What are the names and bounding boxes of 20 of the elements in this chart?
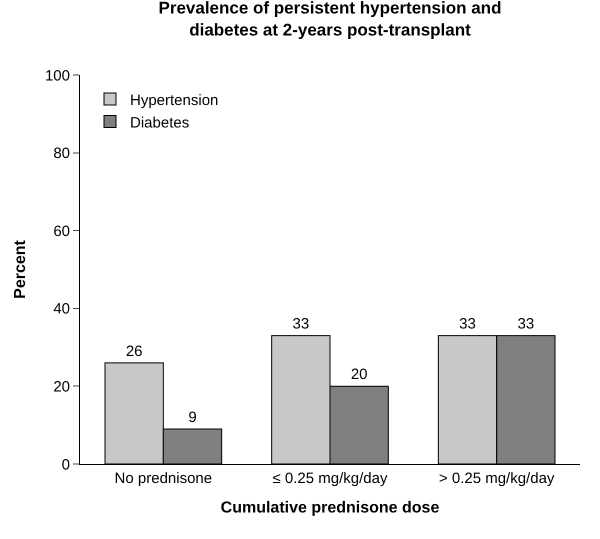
x-axis-title: Cumulative prednisone dose (220, 500, 440, 517)
y-tick-label: 20 (53, 378, 70, 396)
x-tick-label: ≤ 0.25 mg/kg/day (272, 470, 388, 487)
x-tick-label: No prednisone (114, 470, 212, 487)
y-tick-label: 80 (53, 145, 70, 162)
x-tick-label: > 0.25 mg/kg/day (438, 470, 555, 487)
data-label: 9 (188, 408, 197, 426)
y-tick-label: 100 (44, 67, 70, 84)
y-tick-label: 40 (53, 300, 70, 318)
data-label: 20 (350, 366, 368, 384)
y-tick-label: 0 (62, 456, 70, 474)
legend-label: Hypertension (130, 92, 218, 109)
legend-label: Diabetes (130, 114, 190, 132)
data-label: 33 (517, 316, 534, 333)
chart-title: Prevalence of persistent hypertension and diabetes at 2-years post-transplant (158, 0, 502, 40)
data-label: 33 (292, 316, 310, 333)
y-axis-title: Percent (12, 239, 29, 299)
data-label: 26 (126, 342, 143, 360)
data-label: 33 (459, 316, 476, 333)
y-tick-label: 60 (53, 222, 70, 240)
